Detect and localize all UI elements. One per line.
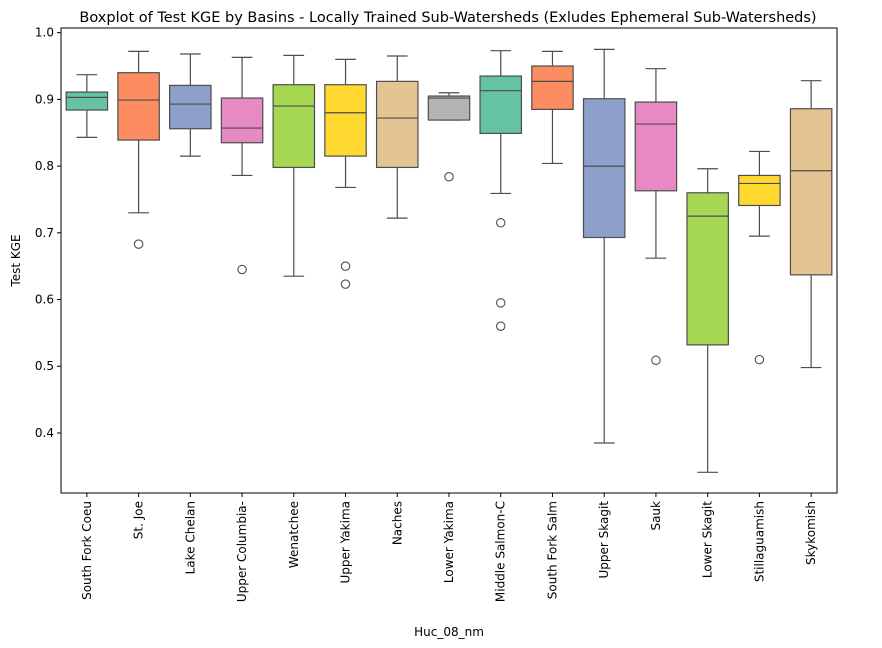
outlier-point bbox=[754, 354, 765, 365]
x-tick-label: Naches bbox=[390, 501, 404, 545]
y-tick-label: 0.6 bbox=[35, 293, 54, 307]
x-tick-label: Skykomish bbox=[804, 501, 818, 565]
outlier-point bbox=[340, 279, 351, 289]
y-tick-label: 0.9 bbox=[35, 92, 54, 106]
y-tick-label: 0.4 bbox=[35, 426, 54, 440]
box bbox=[427, 95, 471, 121]
outlier-point bbox=[495, 218, 506, 228]
x-axis: South Fork Coeu St. Joe Lake Chelan Upper C… bbox=[80, 493, 818, 602]
box-group-12 bbox=[686, 168, 729, 473]
outlier-point bbox=[237, 264, 247, 275]
box bbox=[686, 192, 729, 346]
box-group-1 bbox=[117, 50, 160, 249]
y-tick-label: 0.8 bbox=[35, 159, 54, 173]
plot-area bbox=[65, 48, 833, 473]
box-group-13 bbox=[738, 150, 781, 365]
x-tick-label: South Fork Salm bbox=[545, 501, 559, 599]
plot-frame bbox=[60, 27, 838, 494]
box-group-14 bbox=[789, 80, 833, 369]
x-tick-label: Lower Skagit bbox=[701, 501, 715, 578]
x-tick-label: Wenatchee bbox=[287, 501, 301, 568]
box bbox=[634, 101, 678, 192]
box bbox=[375, 80, 419, 169]
box bbox=[738, 174, 781, 207]
x-tick-label: Upper Skagit bbox=[597, 501, 611, 579]
box-group-3 bbox=[220, 56, 264, 275]
box bbox=[65, 91, 109, 111]
x-tick-label: St. Joe bbox=[132, 501, 146, 539]
x-tick-label: Stillaguamish bbox=[752, 501, 766, 582]
chart-title: Boxplot of Test KGE by Basins - Locally … bbox=[79, 10, 816, 26]
y-tick-label: 1.0 bbox=[35, 26, 54, 40]
x-tick-label: Lake Chelan bbox=[183, 501, 197, 574]
x-axis-title: Huc_08_nm bbox=[414, 625, 484, 639]
y-axis-title: Test KGE bbox=[9, 234, 23, 287]
box-group-10 bbox=[582, 48, 626, 444]
outlier-point bbox=[340, 261, 351, 271]
box-group-9 bbox=[531, 50, 574, 165]
x-tick-label: Middle Salmon-C bbox=[494, 501, 508, 602]
box-group-0 bbox=[65, 74, 109, 139]
x-tick-label: Upper Columbia- bbox=[235, 501, 249, 602]
box bbox=[272, 84, 316, 169]
box bbox=[531, 65, 574, 110]
box-group-6 bbox=[375, 55, 419, 219]
y-tick-label: 0.7 bbox=[35, 226, 54, 240]
box bbox=[789, 108, 833, 276]
outlier-point bbox=[495, 321, 506, 331]
box-group-8 bbox=[479, 50, 523, 331]
box bbox=[324, 84, 367, 157]
box-group-7 bbox=[427, 92, 471, 182]
y-axis: 0.4 0.5 0.6 0.7 0.8 0.9 1.0 bbox=[35, 26, 61, 440]
y-tick-label: 0.5 bbox=[35, 359, 54, 373]
box bbox=[582, 98, 626, 239]
box bbox=[117, 72, 160, 141]
box bbox=[479, 75, 523, 135]
outlier-point bbox=[651, 355, 661, 365]
box bbox=[220, 97, 264, 144]
box-group-11 bbox=[634, 68, 678, 365]
x-tick-label: Upper Yakima bbox=[339, 501, 353, 584]
box-group-5 bbox=[324, 58, 367, 289]
outlier-point bbox=[495, 298, 506, 308]
x-tick-label: Lower Yakima bbox=[442, 501, 456, 583]
box-group-4 bbox=[272, 54, 316, 277]
outlier-point bbox=[444, 172, 454, 182]
x-tick-label: South Fork Coeu bbox=[80, 501, 94, 600]
outlier-point bbox=[133, 239, 144, 249]
box-group-2 bbox=[169, 53, 212, 157]
box bbox=[169, 84, 212, 130]
x-tick-label: Sauk bbox=[649, 501, 663, 531]
